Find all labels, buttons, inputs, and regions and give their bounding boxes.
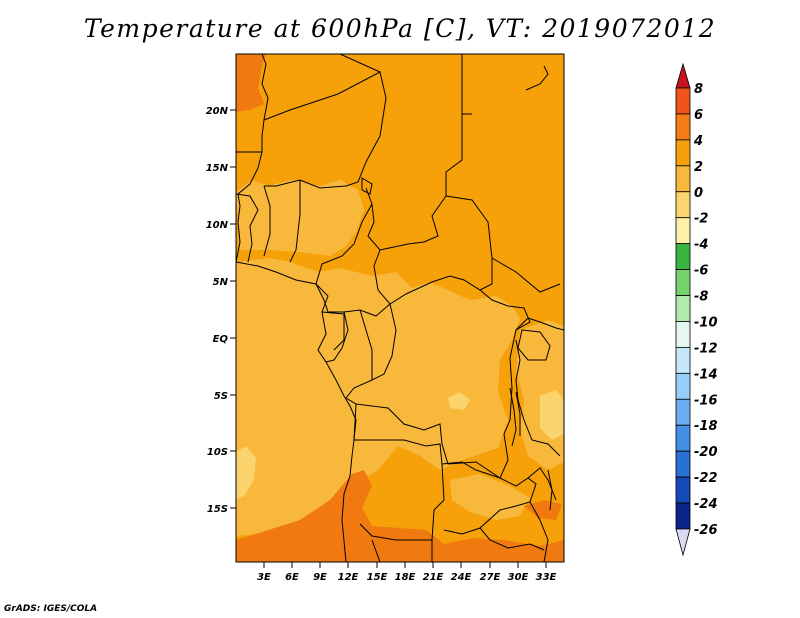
- red-sea-coast: [525, 65, 549, 91]
- border-west: [236, 151, 262, 263]
- border-cameroon: [315, 203, 391, 317]
- country-borders: [236, 54, 564, 562]
- border-car: [373, 249, 493, 305]
- colorbar-swatch: [675, 424, 691, 452]
- colorbar-swatch: [675, 450, 691, 478]
- colorbar-label: -24: [694, 497, 718, 512]
- colorbar-label: 8: [694, 82, 703, 97]
- lon-label: 15E: [367, 572, 388, 583]
- lat-label: 10N: [206, 220, 229, 231]
- colorbar-label: 6: [694, 108, 703, 123]
- field-region-m2-0-c: [448, 392, 470, 410]
- lon-label: 6E: [285, 572, 299, 583]
- lake-malawi: [547, 469, 553, 511]
- colorbar: 8 6 4 2 0 -2 -4 -6 -8 -10 -12 -14 -16 -18 -20 -22 -24 -26: [675, 62, 718, 557]
- colorbar-swatch: [675, 372, 691, 400]
- colorbar-label: 2: [694, 160, 703, 175]
- lon-label: 21E: [423, 572, 444, 583]
- lon-label: 33E: [536, 572, 557, 583]
- lat-label: EQ: [213, 334, 229, 345]
- colorbar-label: 0: [694, 186, 703, 201]
- lon-label: 24E: [451, 572, 472, 583]
- colorbar-swatch: [675, 321, 691, 348]
- colorbar-top-arrow: [675, 62, 691, 89]
- colorbar-label: -16: [694, 393, 718, 408]
- colorbar-swatch: [675, 269, 691, 296]
- colorbar-swatch: [675, 217, 691, 245]
- border-drc: [345, 289, 531, 479]
- lon-label: 30E: [508, 572, 529, 583]
- border-chad-libya: [339, 54, 381, 73]
- colorbar-label: -12: [694, 341, 718, 356]
- border-nigeria: [263, 180, 301, 263]
- colorbar-swatch: [675, 398, 691, 426]
- field-region-4-6-se: [524, 500, 562, 520]
- grads-credit: GrADS: IGES/COLA: [4, 604, 98, 614]
- colorbar-swatch: [675, 347, 691, 374]
- colorbar-label: -14: [694, 367, 718, 382]
- lat-label: 15S: [207, 504, 228, 515]
- colorbar-label: -6: [694, 264, 708, 279]
- colorbar-label: -26: [694, 523, 718, 538]
- colorbar-label: -10: [694, 315, 718, 330]
- colorbar-label: -20: [694, 445, 718, 460]
- border-congo: [325, 309, 373, 380]
- colorbar-label: -18: [694, 419, 718, 434]
- lat-label: 10S: [207, 447, 228, 458]
- colorbar-swatch: [675, 191, 691, 219]
- lon-label: 18E: [395, 572, 416, 583]
- colorbar-label: -2: [694, 212, 708, 227]
- map-frame: [235, 53, 565, 563]
- colorbar-swatch: [675, 295, 691, 322]
- field-region-4-6-nw: [236, 54, 266, 112]
- colorbar-swatch: [675, 113, 691, 141]
- lake-tanganyika: [509, 387, 521, 447]
- field-region-4-6-sw: [236, 470, 564, 562]
- colorbar-swatch: [675, 502, 691, 530]
- border-angola: [353, 403, 445, 541]
- colorbar-label: -4: [694, 238, 708, 253]
- lat-label: 20N: [206, 106, 229, 117]
- lat-label: 5N: [213, 277, 229, 288]
- temperature-field: [236, 54, 564, 562]
- border-eastern: [515, 317, 564, 457]
- field-region-m2-0-b: [540, 390, 564, 440]
- border-gabon: [321, 311, 345, 351]
- colorbar-swatch: [675, 476, 691, 504]
- border-namibia: [371, 539, 433, 562]
- field-region-0-2-south: [450, 474, 530, 520]
- lat-label: 5S: [214, 391, 228, 402]
- border-chad-sudan: [365, 114, 463, 251]
- colorbar-swatch: [675, 139, 691, 167]
- colorbar-label: 4: [693, 134, 703, 149]
- lon-label: 27E: [480, 572, 501, 583]
- latitude-axis: 20N 15N 10N 5N EQ 5S 10S 15S: [206, 106, 236, 515]
- lat-label: 15N: [206, 163, 229, 174]
- colorbar-swatch: [675, 243, 691, 270]
- lake-chad: [361, 177, 373, 195]
- chart-title: Temperature at 600hPa [C], VT: 201907201…: [83, 14, 717, 43]
- field-region-0-2: [236, 258, 520, 536]
- border-zimbabwe: [479, 527, 545, 551]
- lake-victoria: [517, 329, 551, 361]
- field-region-m2-0: [236, 446, 256, 500]
- colorbar-bottom-arrow: [675, 528, 691, 557]
- lon-label: 9E: [313, 572, 327, 583]
- lon-label: 3E: [257, 572, 271, 583]
- longitude-axis: 3E 6E 9E 12E 15E 18E 21E 24E 27E 30E 33E: [257, 562, 557, 583]
- colorbar-label: -8: [694, 290, 708, 305]
- lon-label: 12E: [338, 572, 359, 583]
- colorbar-label: -22: [694, 471, 718, 486]
- colorbar-swatch: [675, 165, 691, 193]
- colorbar-swatch: [675, 87, 691, 115]
